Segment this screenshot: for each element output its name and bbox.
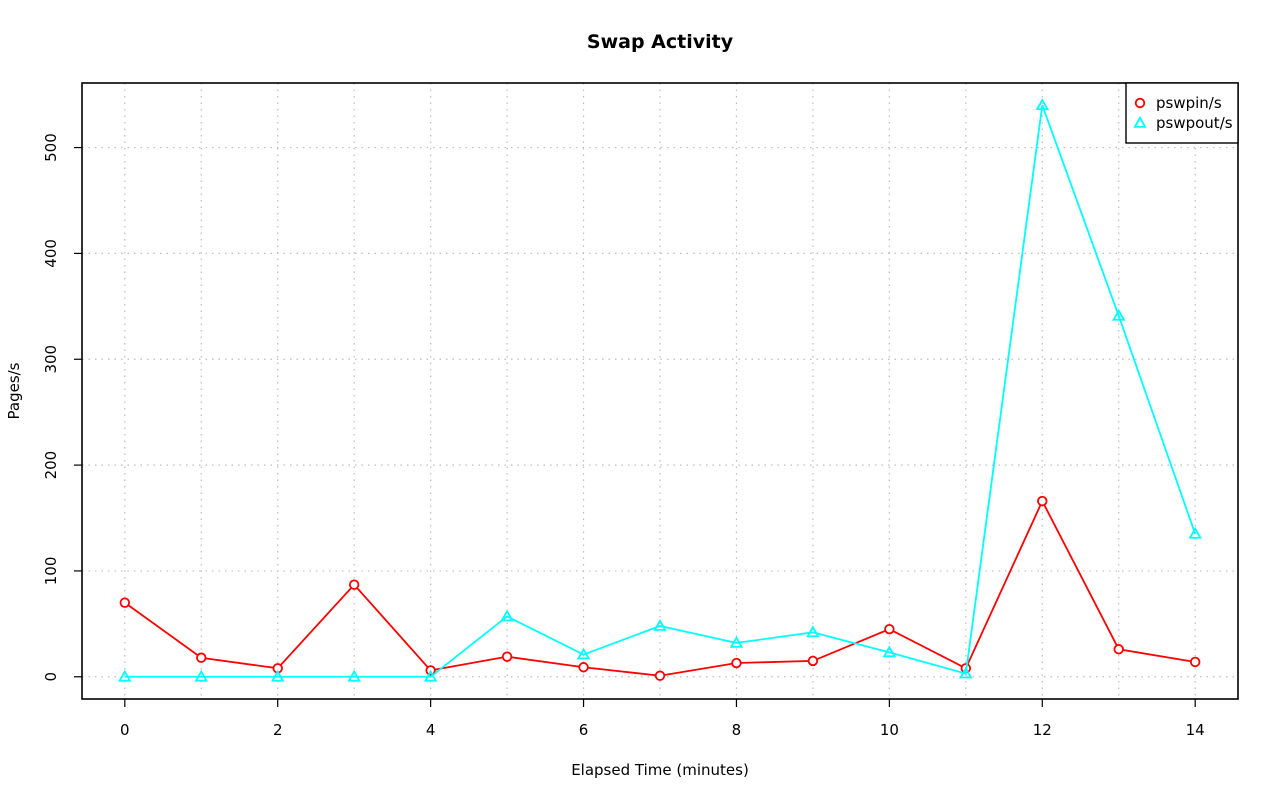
data-point: [196, 652, 207, 663]
data-point: [119, 597, 131, 608]
data-point: [653, 618, 667, 631]
data-point: [807, 655, 819, 667]
x-tick-label: 2: [273, 721, 283, 739]
grid-layer: [82, 83, 1238, 699]
data-point: [270, 669, 285, 682]
data-point: [731, 657, 742, 669]
x-tick-label: 8: [732, 721, 742, 739]
x-tick-label: 0: [120, 721, 130, 739]
legend-box: [1125, 82, 1239, 144]
legend-marker-triangle: [1133, 115, 1147, 128]
data-point: [959, 666, 973, 679]
x-tick-label: 10: [880, 721, 899, 739]
y-tick-label: 0: [42, 672, 60, 682]
data-point: [423, 669, 438, 682]
data-point: [654, 670, 666, 681]
series-pswpout-s: [118, 98, 1202, 682]
data-point: [1037, 495, 1048, 507]
series-line: [124, 104, 1197, 678]
plot-frame: [81, 82, 1239, 700]
data-point: [1188, 526, 1202, 539]
y-tick-label: 200: [42, 451, 60, 480]
data-point: [806, 625, 820, 638]
chart-title: Swap Activity: [587, 31, 734, 53]
data-point: [1111, 308, 1126, 321]
data-point: [882, 645, 897, 658]
data-point: [194, 669, 209, 682]
data-point: [500, 609, 514, 622]
legend-label: pswpout/s: [1156, 114, 1233, 132]
y-tick-label: 100: [42, 557, 60, 586]
x-tick-label: 6: [579, 721, 589, 739]
data-point: [729, 635, 744, 648]
data-point: [1113, 644, 1124, 655]
data-point: [884, 623, 895, 635]
data-point: [501, 651, 513, 662]
data-point: [1035, 98, 1050, 111]
data-point: [347, 669, 361, 682]
y-tick-label: 500: [42, 133, 60, 162]
x-tick-label: 14: [1186, 721, 1205, 739]
legend-label: pswpin/s: [1156, 94, 1222, 112]
axes-layer: 0 2 4 6 8 10 12 14 0 100 200 300 400 500: [42, 133, 1205, 739]
data-point: [578, 662, 589, 673]
y-tick-label: 300: [42, 345, 60, 374]
x-axis-label: Elapsed Time (minutes): [571, 761, 749, 779]
y-axis-label: Pages/s: [5, 362, 23, 419]
series-pswpin-s: [119, 495, 1201, 681]
x-tick-label: 12: [1033, 721, 1052, 739]
series-layer: [118, 98, 1202, 682]
data-point: [1189, 656, 1201, 668]
y-tick-label: 400: [42, 239, 60, 268]
data-point: [348, 579, 360, 590]
data-point: [118, 669, 132, 682]
data-point: [576, 647, 591, 660]
legend-marker-circle: [1134, 97, 1146, 109]
legend: pswpin/s pswpout/s: [1125, 82, 1239, 144]
x-tick-label: 4: [426, 721, 436, 739]
